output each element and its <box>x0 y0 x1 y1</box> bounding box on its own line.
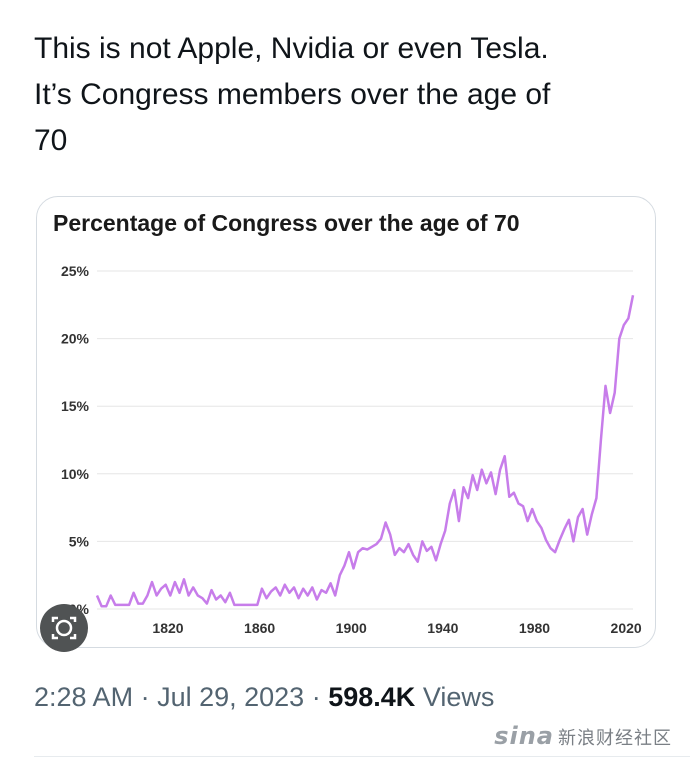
divider <box>34 756 690 757</box>
x-tick-label: 1940 <box>427 620 458 636</box>
x-tick-label: 1820 <box>152 620 183 636</box>
tweet-time[interactable]: 2:28 AM <box>34 682 134 712</box>
separator-dot: · <box>140 682 158 712</box>
y-tick-label: 5% <box>69 533 90 549</box>
x-tick-label: 1980 <box>519 620 550 636</box>
tweet-text: This is not Apple, Nvidia or even Tesla.… <box>34 32 551 157</box>
sina-logo: sina <box>494 722 554 750</box>
separator-dot: · <box>311 682 329 712</box>
y-tick-label: 15% <box>61 398 90 414</box>
y-tick-label: 20% <box>61 331 90 347</box>
y-tick-label: 10% <box>61 466 90 482</box>
views-label: Views <box>422 682 495 712</box>
x-tick-label: 1900 <box>336 620 367 636</box>
views-count: 598.4K <box>328 682 416 712</box>
chart: Percentage of Congress over the age of 7… <box>53 210 642 636</box>
chart-title: Percentage of Congress over the age of 7… <box>53 210 520 236</box>
camera-lens-icon[interactable] <box>40 604 88 652</box>
sina-watermark: sina 新浪财经社区 <box>494 722 672 750</box>
watermark-text: 新浪财经社区 <box>558 728 672 749</box>
series-line <box>95 295 635 608</box>
tweet-date[interactable]: Jul 29, 2023 <box>157 682 305 712</box>
y-tick-label: 25% <box>61 263 90 279</box>
chart-image-card[interactable]: Percentage of Congress over the age of 7… <box>36 196 656 648</box>
x-tick-label: 2020 <box>611 620 642 636</box>
x-tick-label: 1860 <box>244 620 275 636</box>
tweet-meta: 2:28 AM · Jul 29, 2023 · 598.4K Views <box>34 682 494 713</box>
